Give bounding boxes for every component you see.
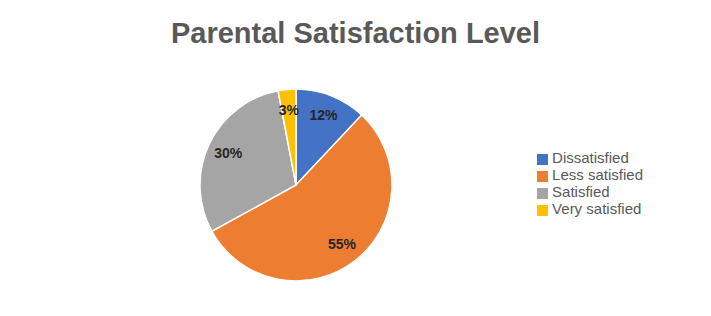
- html-text:Satisfied: Satisfied: [552, 183, 610, 200]
- html-text:Less satisfied: Less satisfied: [552, 166, 643, 183]
- svg-text:30%: 30%: [214, 145, 243, 161]
- svg-text:12%: 12%: [310, 107, 339, 123]
- html-text:Very satisfied: Very satisfied: [552, 200, 642, 217]
- html-text:Dissatisfied: Dissatisfied: [552, 149, 629, 166]
- svg-text:3%: 3%: [279, 102, 300, 118]
- html-text:Parental Satisfaction Level: Parental Satisfaction Level: [171, 17, 540, 49]
- svg-text:55%: 55%: [328, 236, 357, 252]
